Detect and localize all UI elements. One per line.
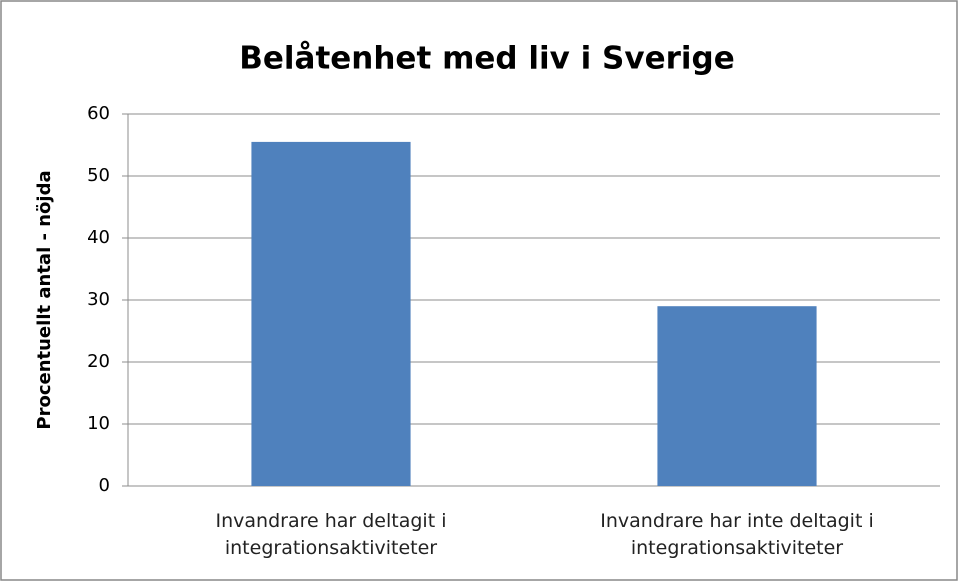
y-tick-label: 50 <box>87 165 110 186</box>
x-tick-label: Invandrare har inte deltagit i integrati… <box>600 510 874 559</box>
x-tick-label: Invandrare har deltagit i integrationsak… <box>215 510 447 559</box>
y-tick-label: 0 <box>99 475 110 496</box>
y-tick-label: 10 <box>87 413 110 434</box>
bar <box>657 306 817 486</box>
chart-title: Belåtenhet med liv i Sverige <box>239 41 735 77</box>
y-axis-label: Procentuellt antal - nöjda <box>34 170 55 429</box>
y-tick-label: 20 <box>87 351 110 372</box>
y-tick-label: 60 <box>87 103 110 124</box>
y-tick-label: 30 <box>87 289 110 310</box>
bar <box>251 141 411 486</box>
y-tick-label: 40 <box>87 227 110 248</box>
